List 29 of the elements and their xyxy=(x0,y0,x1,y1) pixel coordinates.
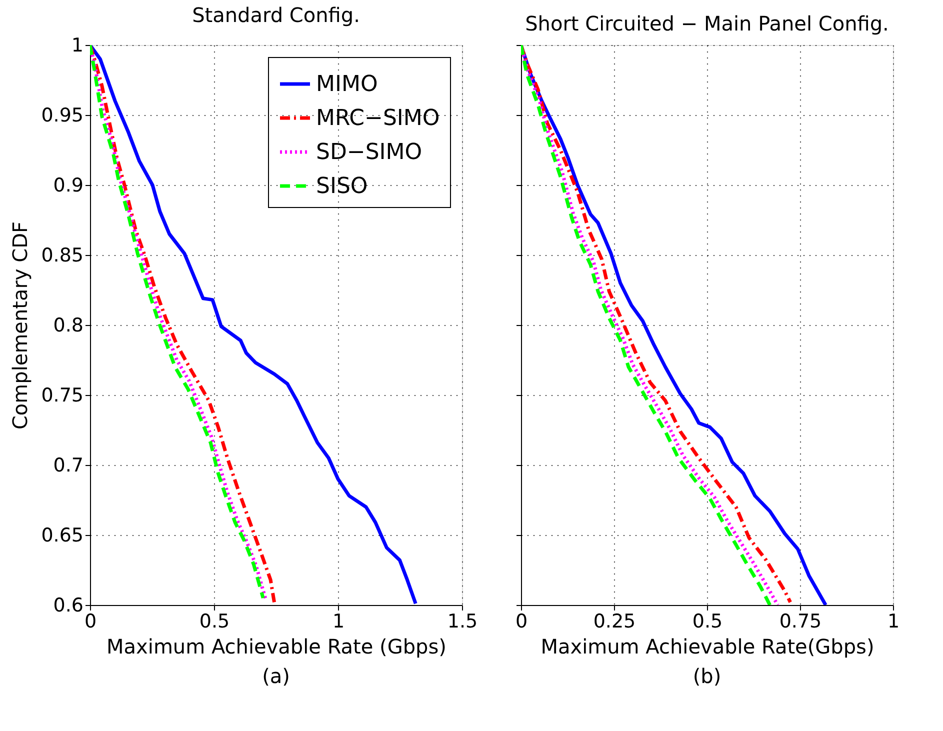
legend-label: SISO xyxy=(316,174,368,199)
text: (a) xyxy=(262,664,290,688)
x-tick-label: 0.75 xyxy=(779,610,822,632)
y-tick-label: 0.95 xyxy=(41,104,84,126)
x-tick-label: 0.5 xyxy=(199,610,230,632)
y-tick-label: 0.9 xyxy=(53,174,84,196)
x-tick-label: 0.25 xyxy=(593,610,636,632)
legend-label: MIMO xyxy=(316,72,378,97)
y-tick-label: 0.85 xyxy=(41,244,84,266)
x-axis-title: Maximum Achievable Rate (Gbps) xyxy=(106,634,446,658)
y-tick-label: 0.65 xyxy=(41,524,84,546)
y-tick-label: 0.8 xyxy=(53,314,84,336)
chart-title: Short Circuited − Main Panel Config. xyxy=(525,12,889,36)
x-tick-label: 0.5 xyxy=(692,610,723,632)
legend-label: MRC−SIMO xyxy=(316,106,440,131)
y-tick-label: 0.6 xyxy=(53,594,84,616)
x-axis-title: Maximum Achievable Rate(Gbps) xyxy=(540,634,874,658)
y-tick-label: 0.75 xyxy=(41,384,84,406)
y-axis-title: Complementary CDF xyxy=(8,221,32,430)
x-tick-label: 1.5 xyxy=(447,610,478,632)
chart-title: Standard Config. xyxy=(192,3,360,27)
text: (b) xyxy=(692,664,722,688)
x-tick-label: 1 xyxy=(332,610,345,632)
x-tick-label: 0 xyxy=(84,610,97,632)
y-tick-label: 0.7 xyxy=(53,454,84,476)
y-tick-label: 1 xyxy=(71,34,84,56)
x-tick-label: 1 xyxy=(887,610,900,632)
legend-label: SD−SIMO xyxy=(316,140,422,165)
x-tick-label: 0 xyxy=(515,610,528,632)
